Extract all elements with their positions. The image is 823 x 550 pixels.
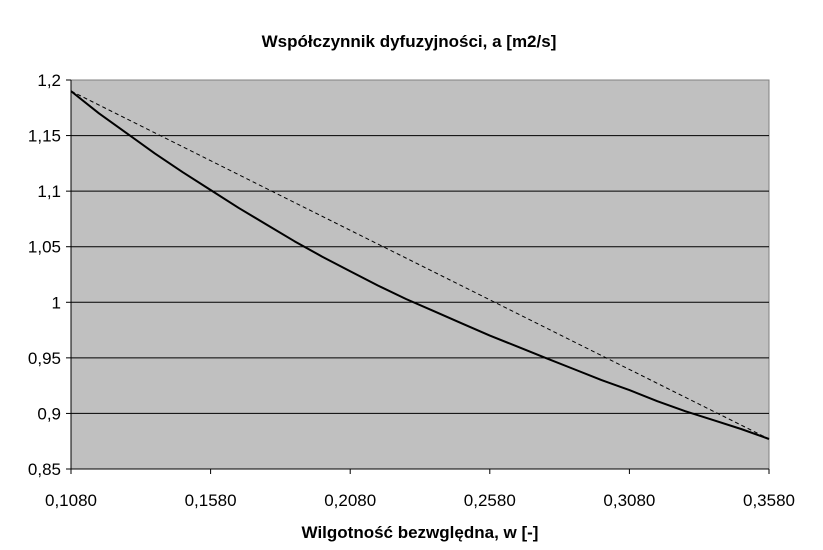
chart-title: Współczynnik dyfuzyjności, a [m2/s] — [262, 32, 557, 51]
axes — [66, 79, 770, 474]
y-axis-tick-labels: 0,85 0,9 0,95 1 1,05 1,1 1,15 1,2 — [28, 71, 61, 479]
y-tick-label: 1,1 — [37, 182, 61, 201]
y-tick-label: 0,9 — [37, 404, 61, 423]
y-tick-label: 0,85 — [28, 460, 61, 479]
x-tick-label: 0,3580 — [743, 491, 795, 510]
y-tick-label: 1,15 — [28, 127, 61, 146]
grid-lines — [71, 135, 769, 414]
x-tick-label: 0,1080 — [45, 491, 97, 510]
series-line-dashed — [70, 90, 770, 440]
x-axis-tick-labels: 0,1080 0,1580 0,2080 0,2580 0,3080 0,3580 — [45, 491, 795, 510]
plot-area — [70, 79, 770, 470]
y-tick-label: 0,95 — [28, 349, 61, 368]
x-tick-label: 0,1580 — [185, 491, 237, 510]
y-tick-label: 1,05 — [28, 238, 61, 257]
x-axis-label: Wilgotność bezwględna, w [-] — [302, 523, 539, 542]
y-tick-label: 1 — [52, 293, 61, 312]
x-tick-label: 0,2580 — [464, 491, 516, 510]
x-tick-label: 0,2080 — [324, 491, 376, 510]
series-layer — [70, 90, 770, 440]
series-line-solid — [70, 90, 770, 440]
x-tick-label: 0,3080 — [603, 491, 655, 510]
y-tick-label: 1,2 — [37, 71, 61, 90]
